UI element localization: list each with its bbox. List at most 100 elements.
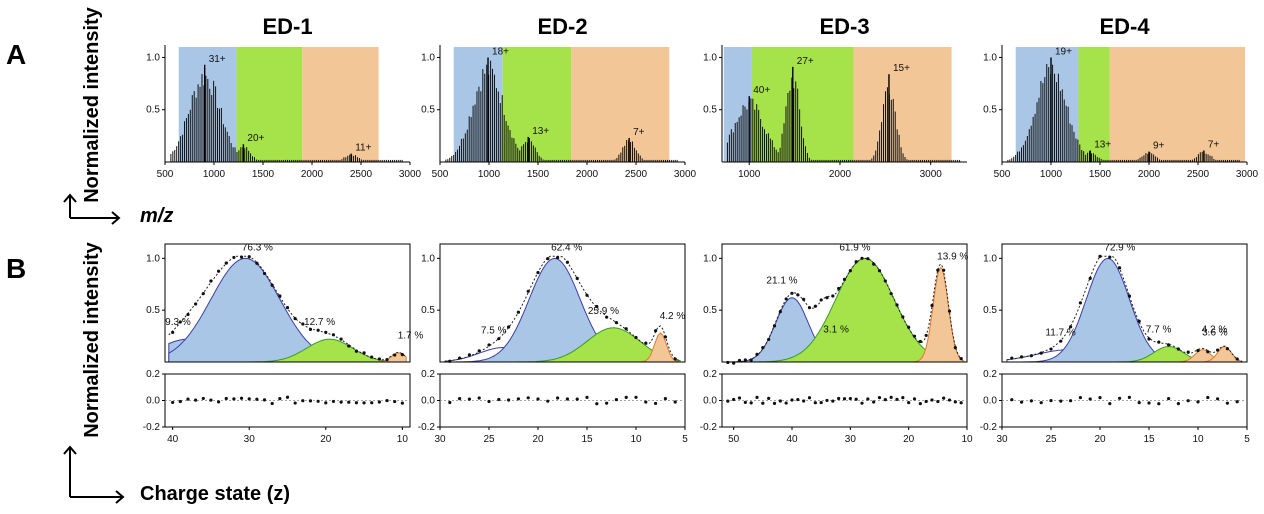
data-point (947, 309, 952, 313)
x-tick-label: 30 (845, 434, 857, 445)
panel-title: ED-1 (262, 14, 312, 39)
data-point (216, 269, 221, 273)
residual-point (209, 398, 213, 402)
residual-point (918, 402, 922, 406)
data-point (278, 294, 282, 298)
data-point (232, 255, 236, 260)
residual-point (1127, 395, 1131, 399)
residual-point (1029, 399, 1033, 403)
residual-point (194, 398, 198, 402)
x-tick-label: 3000 (674, 169, 697, 180)
peak-label: 27+ (797, 56, 814, 67)
data-point (889, 292, 893, 296)
residual-point (807, 396, 812, 400)
data-point (802, 297, 806, 301)
data-point (866, 257, 870, 261)
residual-point (605, 401, 609, 405)
fit-panel-4: 11.7 % 72.9 % 7.7 % 3.6 %4.2 % 0.5 1.0 0.2 0.0 -… (980, 242, 1250, 445)
data-point (224, 261, 228, 265)
y-tick-label: 1.0 (421, 52, 435, 63)
res-tick-label: 0.2 (703, 369, 717, 380)
residual-point (819, 400, 823, 405)
component-label: 61.9 % (839, 242, 870, 253)
y-tick-label: 0.5 (703, 305, 717, 316)
data-point (842, 277, 847, 282)
residual-point (837, 396, 841, 401)
x-tick-label: 1500 (252, 169, 275, 180)
component-label: 4.2 % (1202, 324, 1228, 335)
data-point (1137, 319, 1141, 323)
residual-point (802, 399, 806, 403)
residual-point (1186, 399, 1190, 403)
data-point (1216, 348, 1220, 352)
data-point (201, 292, 205, 296)
x-tick-label: 2000 (576, 169, 599, 180)
y-tick-label: 0.5 (146, 105, 160, 116)
residual-point (1196, 400, 1200, 404)
residual-point (831, 399, 835, 403)
component-label: 4.2 % (660, 311, 686, 322)
peak-label: 9+ (1153, 141, 1165, 152)
x-tick-label: 3000 (1236, 169, 1259, 180)
residual-point (285, 395, 290, 399)
panel-label-b: B (6, 253, 26, 284)
component-label: 7.7 % (1146, 324, 1172, 335)
peak-label: 7+ (633, 127, 645, 138)
data-point (854, 260, 858, 264)
component-label: 1.7 % (398, 331, 424, 342)
data-point (1088, 276, 1092, 280)
peak-label: 11+ (355, 143, 371, 154)
residual-point (767, 396, 771, 400)
x-tick-label: 40 (167, 434, 179, 445)
residual-point (347, 400, 351, 404)
res-tick-label: -0.2 (700, 422, 718, 433)
data-point (1186, 350, 1190, 354)
y-tick-label: 1.0 (146, 253, 160, 264)
data-point (959, 357, 963, 361)
x-tick-label: 30 (996, 434, 1008, 445)
fit-envelope (1006, 255, 1243, 362)
residual-point (301, 399, 305, 403)
component-label: 62.4 % (551, 242, 582, 253)
residual-point (848, 396, 852, 401)
data-point (872, 262, 876, 266)
res-tick-label: 0.0 (703, 396, 717, 407)
residual-point (324, 401, 328, 405)
data-point (331, 333, 336, 337)
fit-component (168, 257, 407, 363)
residual-point (737, 396, 742, 400)
res-tick-label: 0.2 (421, 369, 435, 380)
residual-point (942, 396, 946, 400)
x-tick-label: 50 (728, 434, 740, 445)
residual-point (1176, 402, 1180, 406)
res-tick-label: 0.2 (983, 369, 997, 380)
data-point (595, 304, 599, 309)
residual-point (796, 397, 800, 402)
x-tick-label: 25 (483, 434, 495, 445)
residual-point (400, 401, 404, 405)
data-point (585, 293, 589, 297)
data-point (458, 356, 462, 360)
data-point (186, 312, 190, 317)
bottom-x-axis-label: Charge state (z) (140, 483, 290, 505)
res-tick-label: 0.2 (146, 369, 160, 380)
x-tick-label: 20 (532, 434, 544, 445)
x-tick-label: 2000 (829, 169, 852, 180)
data-point (1069, 325, 1073, 329)
residual-point (743, 400, 747, 404)
data-point (772, 324, 777, 328)
data-point (1157, 340, 1161, 344)
residual-point (924, 399, 928, 404)
panel-label-a: A (6, 39, 26, 70)
region-orange (571, 47, 670, 162)
x-tick-label: 2000 (301, 169, 324, 180)
x-tick-label: 1000 (203, 169, 226, 180)
data-point (393, 353, 397, 357)
x-tick-label: 20 (1094, 434, 1106, 445)
peak-label: 31+ (209, 54, 226, 65)
y-tick-label: 0.5 (703, 105, 717, 116)
res-tick-label: -0.2 (143, 422, 161, 433)
res-tick-label: 0.0 (146, 396, 160, 407)
data-point (247, 255, 251, 259)
data-point (936, 268, 940, 272)
